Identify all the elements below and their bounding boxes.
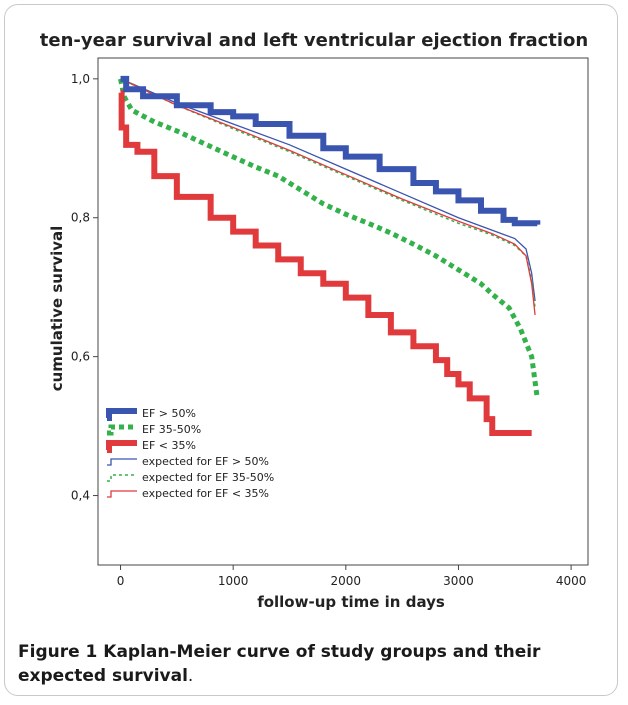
chart-title: ten-year survival and left ventricular e… (39, 30, 589, 51)
legend-item: expected for EF 35-50% (105, 469, 305, 485)
figure-caption: Figure 1 Kaplan-Meier curve of study gro… (18, 640, 608, 688)
x-tick-label: 3000 (443, 574, 474, 588)
legend-label: EF > 50% (142, 407, 196, 420)
x-tick-label: 0 (117, 574, 125, 588)
legend-item: EF 35-50% (105, 421, 305, 437)
caption-period: . (187, 666, 194, 686)
legend-label: EF 35-50% (142, 423, 202, 436)
y-axis-label: cumulative survival (48, 226, 66, 392)
x-axis-label: follow-up time in days (257, 593, 445, 611)
legend-item: EF > 50% (105, 405, 305, 421)
y-tick-label: 0,4 (71, 489, 90, 503)
legend-swatch-line (106, 440, 137, 453)
series-line-5 (120, 78, 536, 316)
legend-item: EF < 35% (105, 437, 305, 453)
x-tick-label: 4000 (556, 574, 587, 588)
legend-item: expected for EF < 35% (105, 485, 305, 501)
legend-label: EF < 35% (142, 439, 196, 452)
x-tick-label: 1000 (218, 574, 249, 588)
legend-item: expected for EF > 50% (105, 453, 305, 469)
legend-swatch-line (107, 424, 137, 436)
series-line-4 (120, 78, 536, 309)
x-tick-label: 2000 (331, 574, 362, 588)
plot-area (97, 57, 589, 566)
legend-label: expected for EF 35-50% (142, 471, 275, 484)
legend-label: expected for EF < 35% (142, 487, 269, 500)
series-line-1 (118, 78, 540, 399)
legend-swatch (106, 408, 137, 421)
legend-swatch (107, 424, 137, 436)
legend-swatch-line (107, 490, 137, 498)
legend-swatch-line (107, 474, 137, 482)
series-line-0 (120, 75, 541, 227)
series-line-3 (120, 78, 536, 302)
figure-frame (4, 4, 618, 696)
legend-swatch (107, 458, 137, 466)
y-tick-label: 0,8 (71, 211, 90, 225)
series-line-2 (118, 89, 532, 437)
legend-swatch (107, 490, 137, 498)
y-tick-label: 0,6 (71, 350, 90, 364)
legend-swatch-line (107, 458, 137, 466)
caption-title: Figure 1 Kaplan-Meier curve of study gro… (18, 642, 541, 686)
chart-legend: EF > 50% EF 35-50% EF < 35% expected for EF… (105, 405, 305, 501)
legend-label: expected for EF > 50% (142, 455, 269, 468)
legend-swatch (106, 440, 137, 453)
legend-swatch-line (106, 408, 137, 421)
legend-swatch (107, 474, 137, 482)
y-tick-label: 1,0 (71, 72, 90, 86)
